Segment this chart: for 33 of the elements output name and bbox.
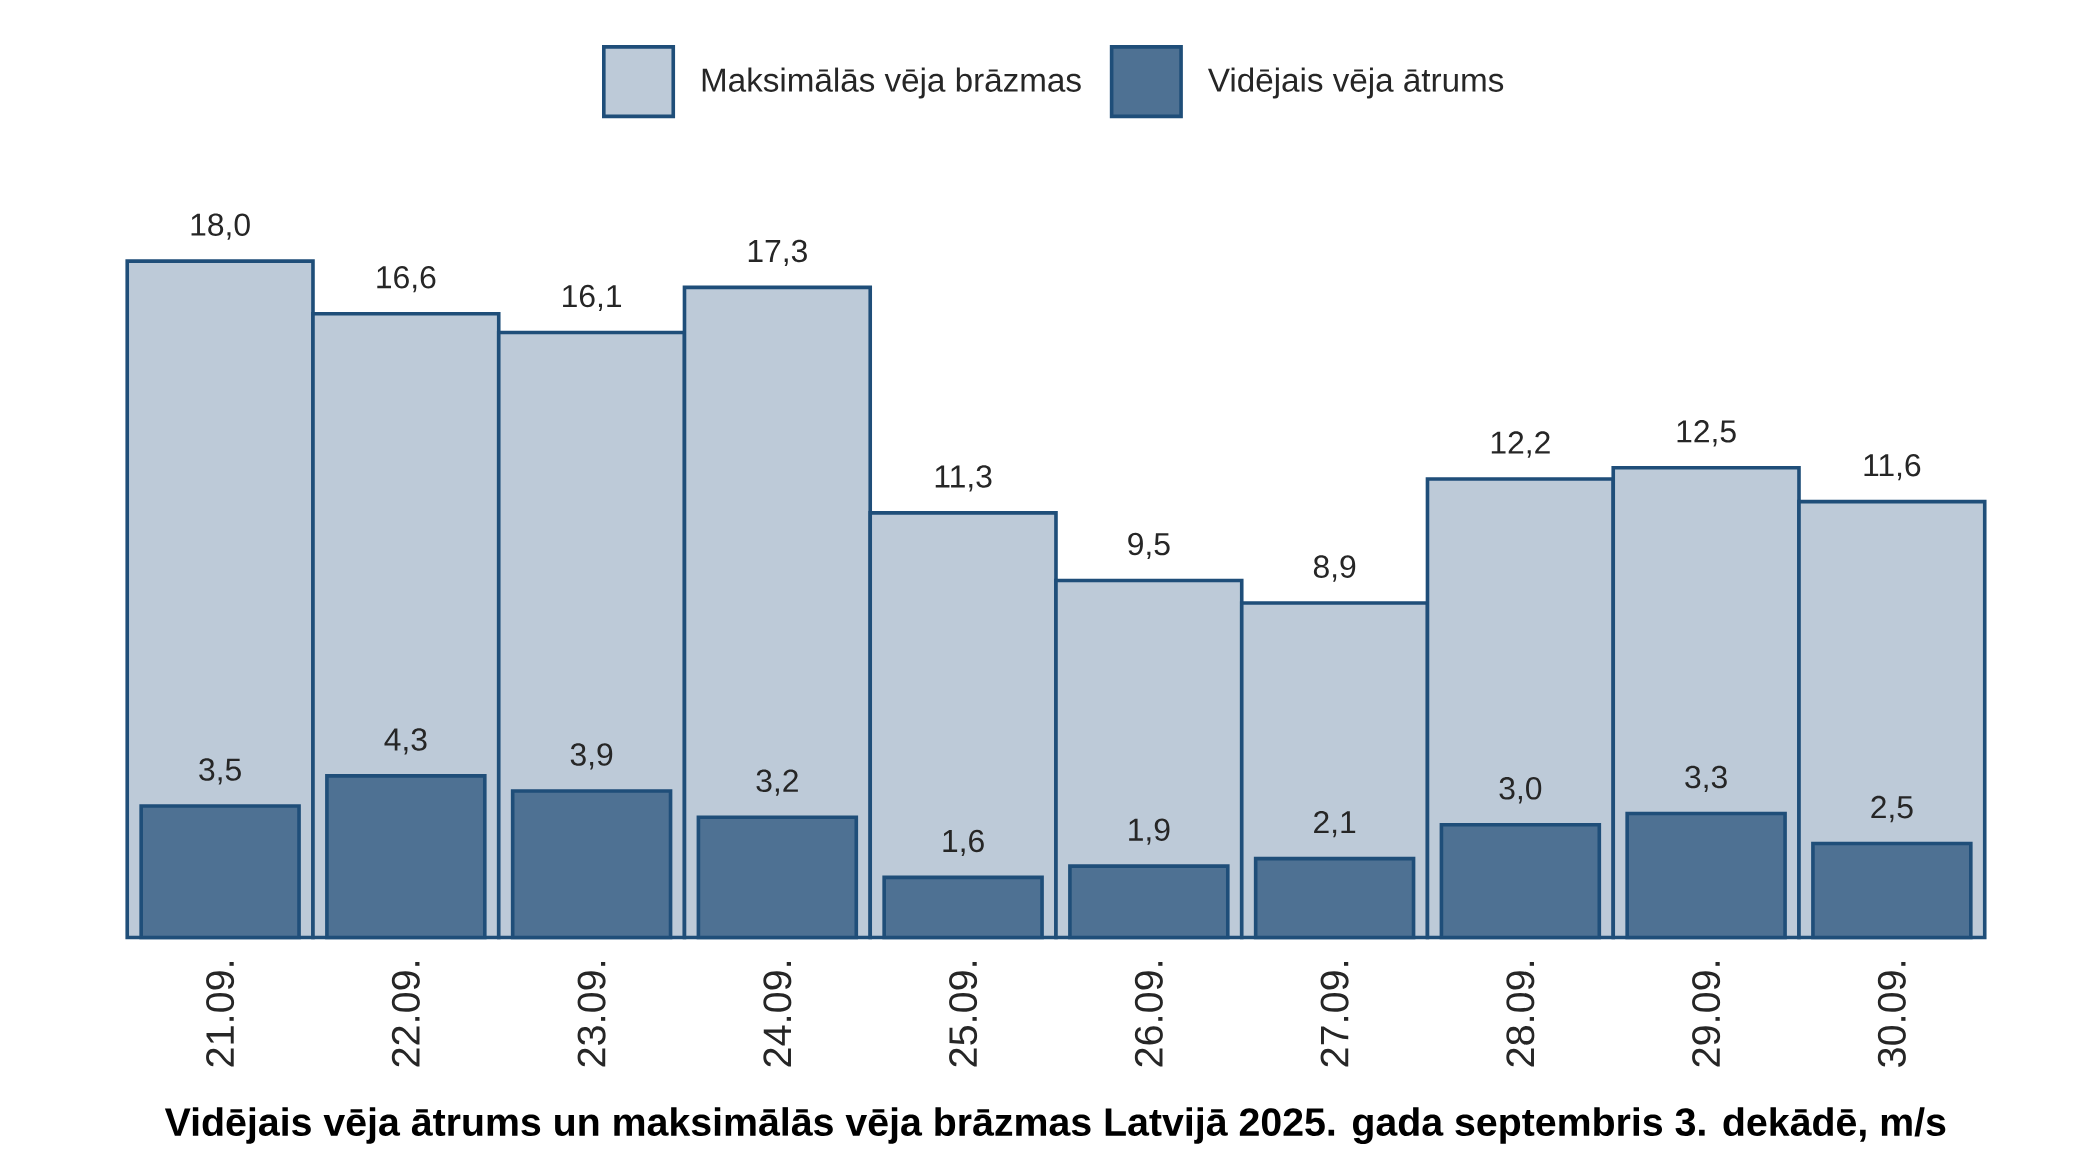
data-label: 1,6 [943,829,984,856]
data-label: 17,3 [748,239,807,266]
data-label: 3,9 [570,743,613,770]
text: Vidējais vēja ātrums un maksimālās vēja brāzmas Latvijā 2025. gada septembris 3. dekādē, m/s [164,1107,1946,1144]
x-tick-label: 24.09. [763,962,792,1067]
legend-label: Maksimālās vēja brāzmas [702,67,1081,99]
data-label: 16,1 [563,284,622,312]
legend-label: Vidējais vēja ātrums [1207,67,1504,99]
data-label: 2,5 [1871,795,1913,823]
x-tick-label: 21.09. [206,962,235,1067]
data-label: 9,5 [1128,532,1170,560]
x-tick-label: 28.09. [1506,962,1535,1067]
x-tick-label: 26.09. [1134,962,1163,1067]
data-label: 12,2 [1491,431,1550,458]
x-tick-label: 25.09. [949,962,978,1067]
data-label: 11,6 [1864,453,1921,481]
data-label: 3,5 [199,758,241,785]
x-tick-label: 30.09. [1877,962,1906,1067]
x-tick-label: 29.09. [1692,962,1721,1067]
data-label: 3,0 [1499,777,1542,804]
data-label: 18,0 [191,213,250,240]
data-label: 16,6 [377,266,436,293]
data-label: 4,3 [384,728,427,755]
data-label: 8,9 [1313,555,1356,582]
x-tick-label: 22.09. [391,962,420,1067]
x-tick-label: 23.09. [577,962,606,1067]
data-label: 3,3 [1685,765,1727,793]
data-label: 1,9 [1129,818,1170,845]
data-label: 11,3 [935,465,992,492]
x-tick-label: 27.09. [1320,962,1349,1067]
data-label: 12,5 [1677,420,1736,447]
data-label: 2,1 [1314,810,1356,838]
data-label: 3,2 [756,769,798,796]
